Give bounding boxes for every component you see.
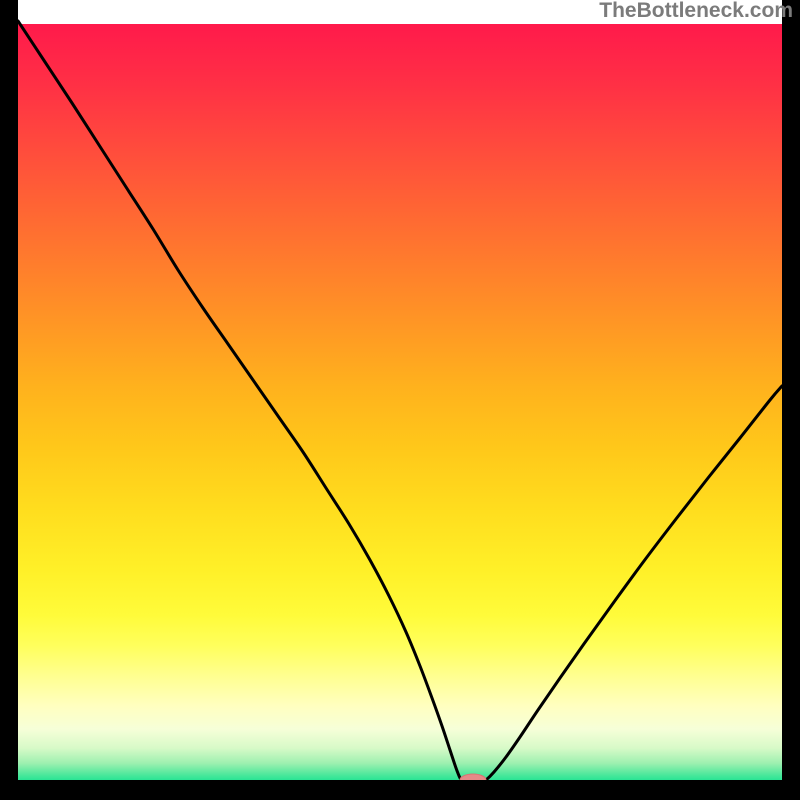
watermark-text: TheBottleneck.com <box>599 0 793 22</box>
border-bottom <box>0 782 800 800</box>
bottleneck-chart: TheBottleneck.com <box>0 0 800 800</box>
border-right <box>782 0 800 800</box>
border-left <box>0 0 18 800</box>
gradient-background <box>18 24 782 782</box>
chart-svg: TheBottleneck.com <box>0 0 800 800</box>
